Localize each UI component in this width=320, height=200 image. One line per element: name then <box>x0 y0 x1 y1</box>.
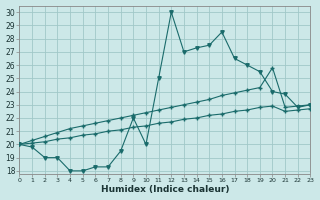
X-axis label: Humidex (Indice chaleur): Humidex (Indice chaleur) <box>101 185 229 194</box>
